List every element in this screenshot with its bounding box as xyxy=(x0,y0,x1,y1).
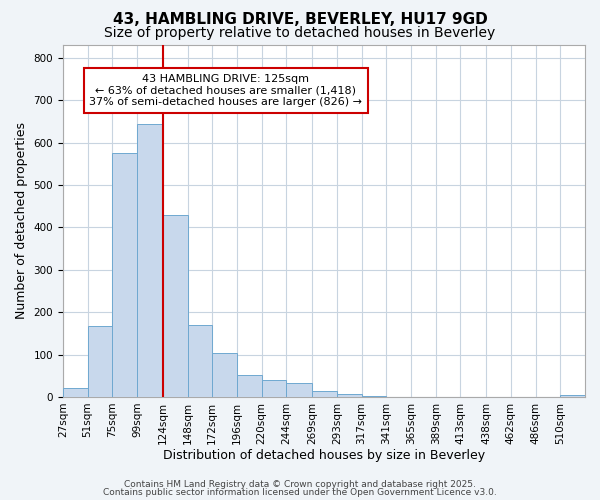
X-axis label: Distribution of detached houses by size in Beverley: Distribution of detached houses by size … xyxy=(163,450,485,462)
Text: Size of property relative to detached houses in Beverley: Size of property relative to detached ho… xyxy=(104,26,496,40)
Text: Contains public sector information licensed under the Open Government Licence v3: Contains public sector information licen… xyxy=(103,488,497,497)
Bar xyxy=(237,375,262,397)
Bar xyxy=(560,395,585,397)
Bar xyxy=(188,325,212,397)
Bar xyxy=(312,392,337,397)
Text: 43 HAMBLING DRIVE: 125sqm
← 63% of detached houses are smaller (1,418)
37% of se: 43 HAMBLING DRIVE: 125sqm ← 63% of detac… xyxy=(89,74,362,107)
Bar xyxy=(112,153,137,397)
Bar xyxy=(262,380,286,397)
Bar xyxy=(88,326,112,397)
Bar xyxy=(63,388,88,397)
Bar xyxy=(286,384,312,397)
Bar xyxy=(362,396,386,397)
Text: Contains HM Land Registry data © Crown copyright and database right 2025.: Contains HM Land Registry data © Crown c… xyxy=(124,480,476,489)
Bar xyxy=(212,354,237,397)
Bar xyxy=(163,214,188,397)
Text: 43, HAMBLING DRIVE, BEVERLEY, HU17 9GD: 43, HAMBLING DRIVE, BEVERLEY, HU17 9GD xyxy=(113,12,487,28)
Bar xyxy=(337,394,362,397)
Bar xyxy=(137,124,163,397)
Y-axis label: Number of detached properties: Number of detached properties xyxy=(15,122,28,320)
